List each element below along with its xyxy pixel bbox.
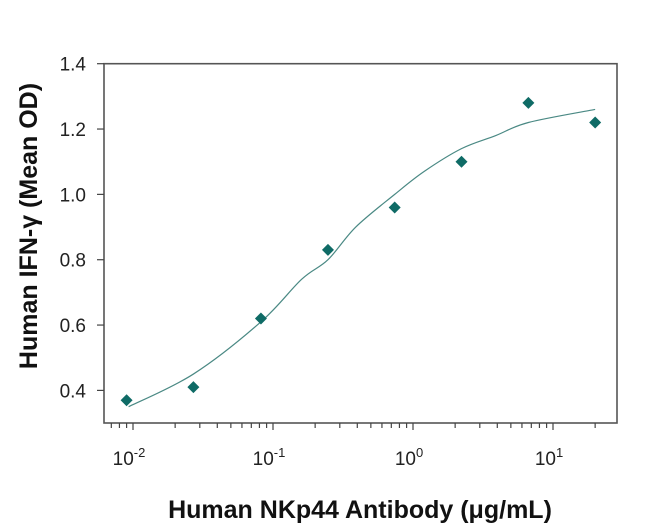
x-tick-label: 10-2 <box>113 445 146 470</box>
data-point-diamond <box>455 155 468 168</box>
x-axis-ticks <box>110 423 596 430</box>
y-tick-label: 1.0 <box>60 185 86 206</box>
x-axis-tick-labels: 10-2 10-1 100 101 <box>113 445 564 470</box>
x-tick-label: 10-1 <box>253 445 286 470</box>
y-axis-ticks <box>97 63 104 391</box>
y-tick-label: 1.4 <box>60 55 87 76</box>
data-point-diamond <box>187 381 200 394</box>
y-tick-label: 0.8 <box>60 251 86 272</box>
y-axis-tick-labels: 0.4 0.6 0.8 1.0 1.2 1.4 <box>60 55 87 403</box>
data-point-diamond <box>321 243 334 256</box>
data-point-diamond <box>522 96 535 109</box>
data-point-diamond <box>589 116 602 129</box>
y-tick-label: 1.2 <box>60 120 86 141</box>
data-point-diamond <box>254 312 267 325</box>
fit-curve <box>128 108 596 408</box>
y-tick-label: 0.4 <box>60 381 87 402</box>
y-axis-title: Human IFN-γ (Mean OD) <box>15 83 43 369</box>
data-points <box>120 96 602 407</box>
plot-frame <box>103 62 618 424</box>
x-tick-label: 100 <box>395 445 423 470</box>
data-point-diamond <box>120 394 133 407</box>
y-tick-label: 0.6 <box>60 316 86 337</box>
x-axis-title: Human NKp44 Antibody (μg/mL) <box>168 496 552 524</box>
data-point-diamond <box>388 201 401 214</box>
x-tick-label: 101 <box>535 445 563 470</box>
